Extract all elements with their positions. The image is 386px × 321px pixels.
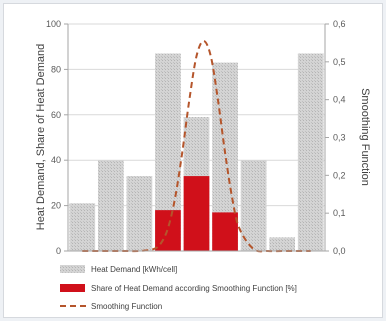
right-tick-label: 0,4 xyxy=(333,95,346,105)
left-tick-label: 0 xyxy=(56,246,61,256)
right-tick-label: 0,3 xyxy=(333,133,346,143)
left-axis-title: Heat Demand, Share of Heat Demand xyxy=(35,44,47,231)
left-tick-label: 100 xyxy=(46,19,61,29)
left-tick-label: 60 xyxy=(51,110,61,120)
right-axis-title: Smoothing Function xyxy=(359,88,371,186)
legend-label-share: Share of Heat Demand according Smoothing… xyxy=(91,284,297,293)
heat-demand-bar xyxy=(69,203,96,251)
heat-demand-bar xyxy=(297,53,324,252)
heat-demand-bar xyxy=(240,160,267,251)
legend-label-heat-demand: Heat Demand [kWh/cell] xyxy=(91,265,177,274)
legend-swatch-heat-demand xyxy=(60,265,85,273)
right-tick-label: 0,2 xyxy=(333,170,346,180)
left-tick-label: 20 xyxy=(51,201,61,211)
right-tick-label: 0,0 xyxy=(333,246,346,256)
right-tick-label: 0,1 xyxy=(333,208,346,218)
share-bar xyxy=(183,176,210,251)
legend-label-smoothing: Smoothing Function xyxy=(91,302,162,311)
left-axis-ticks: 0 20 40 60 80 100 xyxy=(46,19,68,256)
share-bar xyxy=(212,212,238,251)
legend: Heat Demand [kWh/cell] Share of Heat Dem… xyxy=(60,265,297,311)
right-axis-ticks: 0,0 0,1 0,2 0,3 0,4 0,5 0,6 xyxy=(325,19,346,256)
heat-demand-bar xyxy=(126,176,153,251)
heat-demand-bar xyxy=(97,160,124,251)
heat-demand-bar xyxy=(269,237,296,251)
left-tick-label: 40 xyxy=(51,155,61,165)
left-tick-label: 80 xyxy=(51,64,61,74)
legend-swatch-share xyxy=(60,284,85,292)
right-tick-label: 0,6 xyxy=(333,19,346,29)
right-tick-label: 0,5 xyxy=(333,57,346,67)
